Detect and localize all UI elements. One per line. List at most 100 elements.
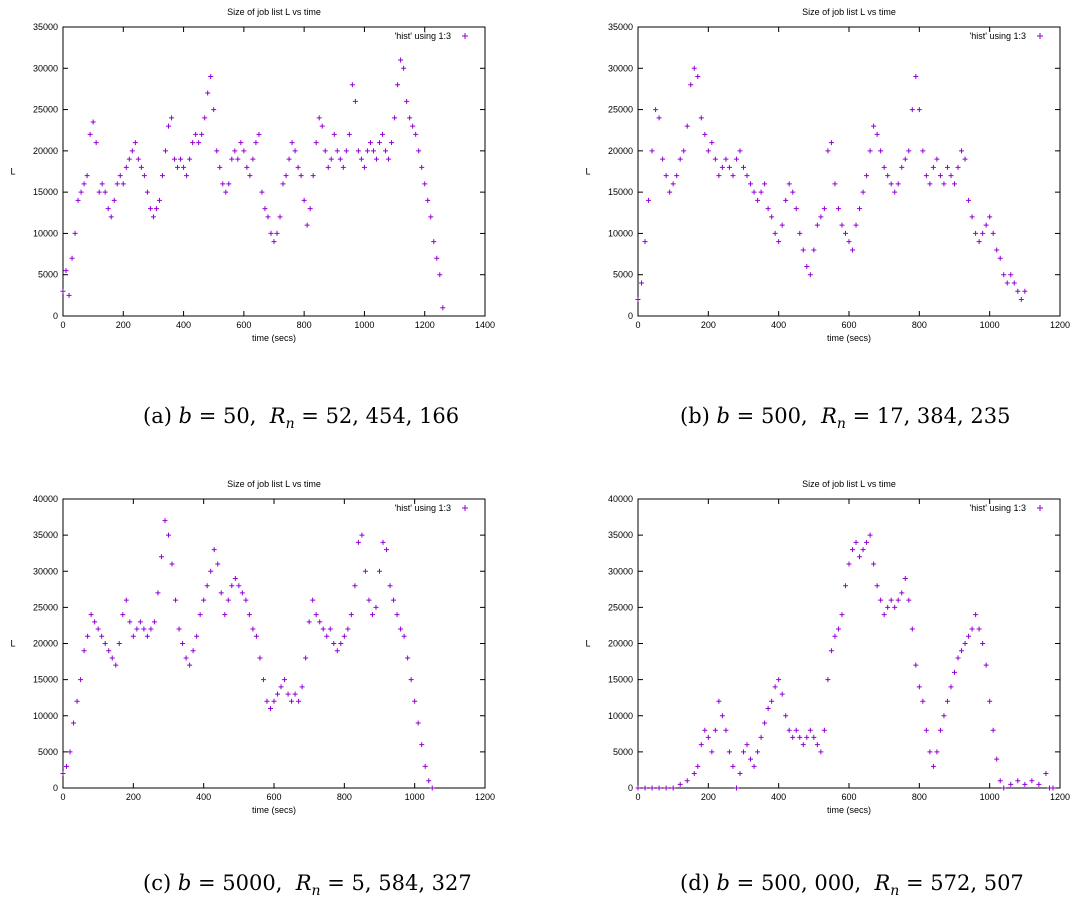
y-tick-label: 35000 (33, 530, 58, 540)
data-point (138, 164, 144, 170)
data-point (81, 648, 87, 654)
data-point (383, 148, 389, 154)
data-point (144, 633, 150, 639)
data-point (159, 173, 165, 179)
data-point (709, 140, 715, 146)
data-point (150, 214, 156, 220)
data-point (818, 749, 824, 755)
data-point (322, 148, 328, 154)
data-point (1004, 280, 1010, 286)
data-point (85, 633, 91, 639)
data-point (909, 626, 915, 632)
data-point (677, 156, 683, 162)
data-point (244, 164, 250, 170)
caption-b-symbol: b (716, 404, 730, 428)
data-point (166, 123, 171, 129)
caption-rn-value: 17, 384, 235 (876, 404, 1011, 428)
data-point (162, 148, 168, 154)
data-point (930, 763, 936, 769)
data-point (325, 164, 331, 170)
y-tick-label: 25000 (608, 105, 633, 115)
data-point (280, 181, 286, 187)
data-point (927, 181, 933, 187)
data-point (398, 626, 404, 632)
data-point (867, 148, 873, 154)
x-tick-label: 0 (60, 792, 65, 802)
y-axis-label: L (585, 167, 590, 177)
data-point (102, 641, 108, 646)
data-point (271, 239, 277, 245)
data-point (790, 189, 796, 195)
data-point (846, 561, 852, 567)
data-point (807, 727, 813, 733)
data-point (316, 115, 322, 121)
data-point (973, 230, 979, 236)
data-point (881, 612, 887, 618)
data-point (934, 749, 940, 755)
data-point (923, 727, 929, 733)
data-point (190, 648, 196, 654)
data-point (282, 677, 288, 683)
data-point (941, 713, 947, 719)
data-point (415, 720, 421, 726)
data-point (156, 197, 162, 203)
data-point (969, 214, 975, 220)
data-point (973, 612, 979, 618)
data-point (72, 230, 78, 236)
x-tick-label: 0 (635, 320, 640, 330)
data-point (235, 156, 241, 162)
data-point (220, 181, 226, 187)
data-point (966, 197, 972, 203)
data-point (298, 173, 304, 179)
y-tick-label: 35000 (608, 530, 633, 540)
data-point (997, 778, 1003, 784)
data-point (187, 662, 193, 668)
data-point (980, 641, 986, 646)
data-point (274, 230, 280, 236)
data-point (902, 156, 908, 162)
data-point (229, 583, 235, 589)
data-point (367, 140, 373, 146)
data-point (349, 82, 355, 88)
data-point (413, 131, 419, 137)
data-point (762, 720, 768, 726)
data-point (712, 156, 718, 162)
data-point (60, 288, 66, 294)
data-point (78, 677, 84, 683)
data-point (303, 655, 309, 661)
data-point (109, 655, 115, 661)
data-point (416, 148, 422, 154)
data-point (337, 156, 343, 162)
data-point (656, 785, 662, 791)
y-tick-label: 5000 (38, 747, 58, 757)
data-point (243, 597, 249, 603)
data-point (927, 749, 933, 755)
data-point (987, 698, 993, 704)
data-point (141, 173, 147, 179)
data-point (364, 148, 370, 154)
data-point (730, 173, 736, 179)
data-point (642, 239, 648, 245)
data-point (64, 763, 70, 769)
data-point (148, 626, 154, 632)
legend-label: 'hist' using 1:3 (395, 503, 451, 513)
data-point (797, 734, 803, 740)
data-point (937, 727, 943, 733)
x-axis-label: time (secs) (827, 805, 871, 815)
data-point (892, 189, 898, 195)
data-point (937, 173, 943, 179)
data-point (275, 691, 281, 697)
data-point (1001, 272, 1007, 278)
data-point (899, 164, 905, 170)
data-point (920, 698, 926, 704)
data-point (334, 648, 340, 654)
x-tick-label: 800 (912, 320, 927, 330)
data-point (223, 189, 229, 195)
data-point (155, 590, 161, 596)
data-point (737, 771, 743, 777)
legend-label: 'hist' using 1:3 (395, 31, 451, 41)
data-point (135, 156, 141, 162)
data-point (1018, 296, 1024, 302)
data-point (313, 612, 319, 618)
data-point (380, 131, 386, 137)
